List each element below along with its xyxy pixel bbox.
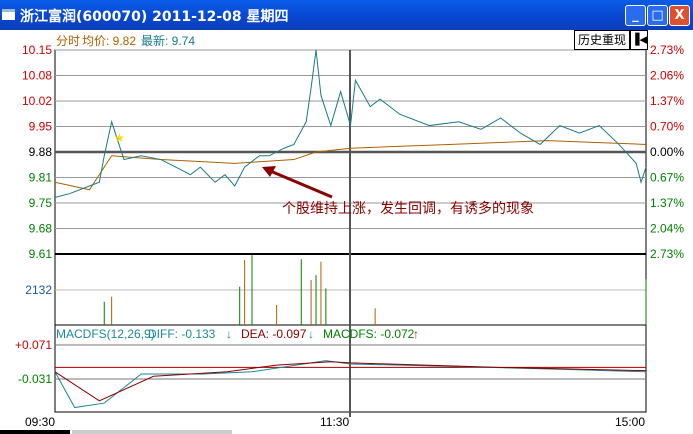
star-marker-icon: ★ (114, 131, 125, 145)
pct-tick: 2.73% (650, 43, 684, 57)
app-icon (2, 9, 15, 20)
close-button[interactable]: X (669, 5, 690, 26)
tab-inactive[interactable] (72, 430, 232, 434)
diff-down-icon: ↓ (226, 327, 232, 341)
annotation-text: 个股维持上涨，发生回调，有诱多的现象 (282, 200, 534, 217)
macd-name: MACDFS(12,26,9) (56, 327, 155, 341)
intraday-chart: 分时 均价: 9.82 最新: 9.74 10.15 2.73% 10.08 2.06… (15, 33, 684, 429)
time-tick: 11:30 (320, 415, 349, 429)
price-tick: 10.02 (22, 94, 52, 108)
macd-tick-bottom: -0.031 (18, 372, 52, 386)
pct-tick: 1.37% (650, 196, 684, 210)
macdfs-up-icon: ↑ (413, 327, 419, 341)
tab-active[interactable] (0, 430, 70, 434)
tab-strip (0, 430, 232, 434)
history-replay-button[interactable]: 历史重现 (574, 30, 630, 50)
minimize-button[interactable]: _ (625, 5, 646, 26)
dea-down-icon: ↓ (308, 327, 314, 341)
price-line (54, 49, 647, 198)
macd-diff: DIFF: -0.133 (148, 327, 216, 341)
macd-tick-top: +0.071 (15, 338, 52, 352)
price-tick: 10.15 (22, 43, 52, 57)
window-title: 浙江富润(600070) 2011-12-08 星期四 (20, 9, 289, 25)
annotation-arrow (267, 168, 333, 199)
pct-tick: 2.73% (650, 247, 684, 261)
pct-tick: 2.06% (650, 69, 684, 83)
price-tick: 9.81 (29, 171, 53, 185)
time-tick: 15:00 (615, 415, 645, 429)
pct-tick: 1.37% (650, 94, 684, 108)
price-tick: 9.88 (29, 145, 53, 159)
arrow-head-icon (262, 166, 276, 177)
pct-tick: 2.04% (650, 222, 684, 236)
pct-tick: 0.67% (650, 171, 684, 185)
price-tick: 9.75 (29, 196, 53, 210)
avg-price-line (54, 140, 647, 191)
volume-tick: 2132 (25, 283, 52, 297)
time-tick: 09:30 (25, 415, 55, 429)
macd-dea-line (54, 361, 647, 402)
macd-dea: DEA: -0.097 (241, 327, 307, 341)
pct-tick: 0.00% (650, 145, 684, 159)
pct-tick: 0.70% (650, 120, 684, 134)
mode-label: 分时 (56, 34, 80, 48)
price-tick: 10.08 (22, 69, 52, 83)
latest-price-label: 最新: 9.74 (141, 33, 195, 48)
skip-back-icon[interactable]: ▐◀ (630, 30, 648, 50)
maximize-button[interactable]: □ (647, 5, 668, 26)
macd-macdfs: MACDFS: -0.072 (323, 327, 415, 341)
price-tick: 9.95 (29, 120, 53, 134)
title-bar: 浙江富润(600070) 2011-12-08 星期四 _ □ X (0, 0, 693, 30)
price-tick: 9.68 (29, 222, 53, 236)
price-tick: 9.61 (29, 247, 53, 261)
avg-price-label: 均价: 9.82 (82, 34, 136, 48)
